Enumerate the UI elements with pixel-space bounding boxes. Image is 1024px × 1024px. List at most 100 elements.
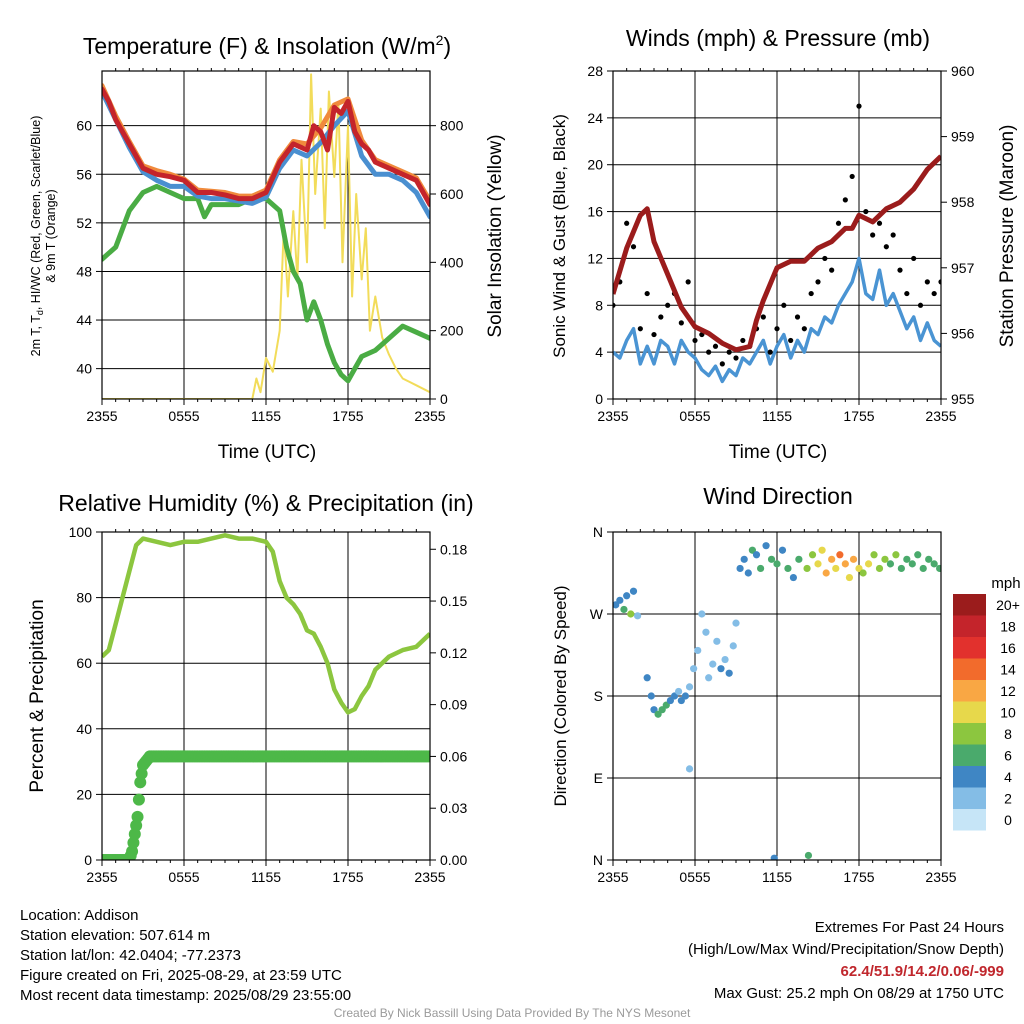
gust-point: [630, 244, 637, 250]
y-tick-label: 28: [587, 63, 603, 79]
y2-tick-label: 0.15: [440, 593, 467, 609]
legend-label: 20+: [996, 597, 1020, 613]
legend-swatch: [953, 637, 986, 659]
created-text: Figure created on Fri, 2025-08-29, at 23…: [20, 967, 342, 984]
rh-line: [102, 533, 430, 715]
direction-point: [784, 564, 792, 573]
gust-point: [904, 290, 910, 297]
legend-label: 0: [1004, 812, 1012, 828]
gust-point: [863, 208, 869, 215]
direction-point: [681, 692, 690, 700]
direction-point: [849, 555, 858, 563]
x-tick-label: 2355: [86, 408, 117, 424]
gust-point: [637, 326, 643, 332]
station-info: Location: Addison Station elevation: 507…: [20, 906, 351, 1006]
direction-point: [627, 610, 635, 618]
gust-point: [856, 103, 862, 109]
direction-point: [789, 573, 798, 582]
extremes-block: Extremes For Past 24 Hours (High/Low/Max…: [688, 917, 1004, 1005]
direction-point: [685, 683, 694, 691]
direction-point: [881, 555, 889, 563]
wind-title: Winds (mph) & Pressure (mb): [626, 25, 930, 51]
gust-point: [931, 290, 937, 297]
legend-swatch: [953, 658, 986, 680]
y2-tick-label: 956: [951, 325, 975, 341]
gust-point: [733, 355, 739, 361]
direction-point: [629, 587, 638, 595]
x-tick-label: 1155: [251, 408, 281, 424]
temp-ylabel-left-line2: & 9m T (Orange): [44, 189, 58, 282]
direction-point: [757, 564, 765, 573]
y-tick-label: N: [593, 524, 603, 540]
y-tick-label: 24: [587, 110, 603, 126]
y-tick-label: 0: [84, 852, 92, 868]
temp-title: Temperature (F) & Insolation (W/m2): [83, 32, 451, 59]
direction-point: [744, 569, 752, 577]
extremes-subtitle: (High/Low/Max Wind/Precipitation/Snow De…: [688, 941, 1004, 958]
y-tick-label: 16: [587, 204, 603, 220]
direction-point: [778, 546, 787, 554]
gust-point: [815, 279, 821, 285]
y-tick-label: 48: [76, 263, 92, 279]
gust-point: [685, 279, 691, 285]
gust-point: [890, 232, 896, 238]
gust-point: [665, 302, 671, 308]
y2-tick-label: 400: [440, 254, 464, 270]
gust-point: [760, 314, 766, 320]
direction-point: [762, 542, 770, 550]
panel-3-border: [612, 531, 942, 861]
x-tick-label: 2355: [414, 408, 445, 424]
legend-swatch: [953, 809, 986, 831]
legend-swatch: [953, 615, 986, 637]
gust-point: [726, 349, 732, 355]
y-tick-label: 100: [69, 524, 93, 540]
y-tick-label: W: [590, 606, 604, 622]
legend-label: 6: [1004, 748, 1012, 764]
direction-point: [709, 660, 717, 668]
y-tick-label: 20: [587, 157, 603, 173]
y2-tick-label: 0.00: [440, 852, 467, 868]
gust-point: [774, 326, 780, 332]
y-tick-label: E: [594, 770, 603, 786]
direction-point: [694, 646, 702, 655]
direction-point: [721, 655, 729, 664]
direction-point: [930, 560, 938, 568]
panel-1-border: [612, 70, 942, 400]
direction-point: [925, 555, 933, 563]
rh-ylabel-left: Percent & Precipitation: [27, 599, 48, 792]
legend-swatch: [953, 680, 986, 702]
credit-text: Created By Nick Bassill Using Data Provi…: [333, 1006, 691, 1020]
direction-point: [897, 564, 905, 573]
gust-point: [849, 173, 855, 180]
direction-point: [818, 546, 826, 554]
x-tick-label: 1155: [762, 869, 792, 885]
pressure-line: [613, 154, 941, 353]
x-tick-label: 2355: [597, 408, 628, 424]
gust-point: [658, 314, 664, 320]
wind-series-layer: [613, 103, 941, 384]
x-tick-label: 1155: [251, 869, 281, 885]
temp-series-layer: [102, 73, 430, 399]
direction-point: [643, 674, 651, 682]
y-tick-label: 40: [76, 721, 92, 737]
direction-point: [875, 564, 884, 573]
direction-point: [803, 564, 811, 573]
gust-point: [897, 267, 903, 273]
y2-tick-label: 0.06: [440, 748, 467, 764]
y2-tick-label: 0.12: [440, 645, 467, 661]
y-tick-label: 60: [76, 118, 92, 134]
x-tick-label: 1755: [332, 408, 363, 424]
direction-point: [713, 637, 721, 645]
y2-tick-label: 200: [440, 323, 464, 339]
elevation-text: Station elevation: 507.614 m: [20, 927, 211, 944]
legend-label: 4: [1004, 769, 1012, 785]
y-tick-label: 20: [76, 786, 92, 802]
gust-point: [829, 267, 835, 273]
gust-point: [781, 302, 787, 308]
y2-tick-label: 957: [951, 260, 975, 276]
temp-series-td: [102, 183, 430, 384]
gust-point: [842, 197, 848, 203]
direction-point: [814, 560, 822, 568]
y-tick-label: 0: [595, 391, 603, 407]
